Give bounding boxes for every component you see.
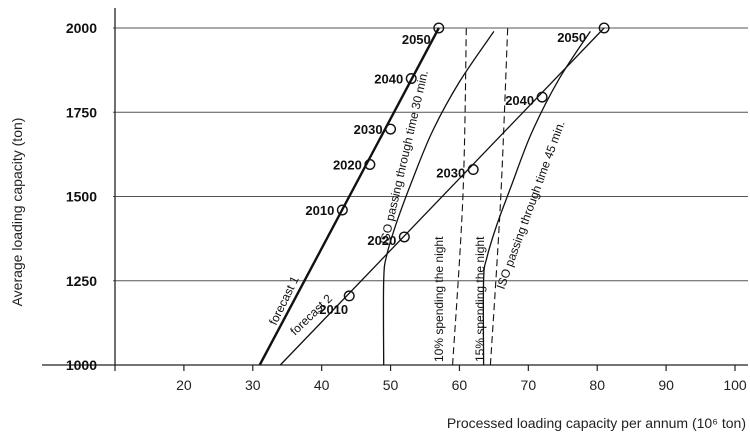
- x-tick-label-30: 30: [245, 377, 261, 393]
- x-tick-label-80: 80: [589, 377, 605, 393]
- curve-label-6: 15% spending the night: [473, 236, 487, 362]
- marker-s2-2020: [398, 231, 410, 243]
- axes: [42, 8, 748, 371]
- series-line-5: [452, 27, 467, 366]
- marker-s2-2010: [343, 290, 355, 302]
- y-tick-label-2000: 2000: [66, 20, 97, 36]
- series-line-3: [382, 31, 495, 366]
- year-label-s1-2040: 2040: [374, 72, 403, 87]
- marker-s2-2030: [467, 164, 479, 176]
- curve-label-5: 10% spending the night: [432, 236, 446, 362]
- year-label-s1-2030: 2030: [354, 122, 383, 137]
- series-line-1: [258, 27, 440, 366]
- markers: [336, 22, 610, 302]
- series-line-4: [482, 31, 591, 366]
- year-label-s1-2020: 2020: [333, 157, 362, 172]
- marker-s2-2040: [536, 91, 548, 103]
- x-axis-label: Processed loading capacity per annum (10…: [447, 415, 746, 431]
- x-tick-label-50: 50: [383, 377, 399, 393]
- x-tick-label-40: 40: [314, 377, 330, 393]
- year-label-s1-2050: 2050: [402, 32, 431, 47]
- grid-lines: [113, 27, 748, 282]
- y-tick-label-1500: 1500: [66, 189, 97, 205]
- year-label-s2-2010: 2010: [319, 302, 348, 317]
- marker-s1-2030: [385, 123, 397, 135]
- curves: [258, 27, 605, 366]
- marker-s1-2020: [364, 158, 376, 170]
- year-label-s1-2010: 2010: [305, 203, 334, 218]
- marker-s2-2050: [598, 22, 610, 34]
- series-line-6: [489, 27, 509, 366]
- x-tick-label-70: 70: [521, 377, 537, 393]
- year-label-s2-2040: 2040: [505, 93, 534, 108]
- x-tick-label-60: 60: [452, 377, 468, 393]
- series-line-2: [279, 27, 605, 366]
- year-label-s2-2020: 2020: [367, 233, 396, 248]
- y-axis-label: Average loading capacity (ton): [9, 118, 25, 307]
- marker-s1-2040: [405, 73, 417, 85]
- marker-s1-2010: [336, 204, 348, 216]
- x-tick-label-90: 90: [658, 377, 674, 393]
- x-tick-label-20: 20: [176, 377, 192, 393]
- y-tick-label-1000: 1000: [66, 357, 97, 373]
- x-tick-label-100: 100: [723, 377, 747, 393]
- y-tick-label-1750: 1750: [66, 104, 97, 120]
- y-tick-label-1250: 1250: [66, 273, 97, 289]
- year-label-s2-2050: 2050: [557, 30, 586, 45]
- year-label-s2-2030: 2030: [436, 166, 465, 181]
- marker-s1-2050: [433, 22, 445, 34]
